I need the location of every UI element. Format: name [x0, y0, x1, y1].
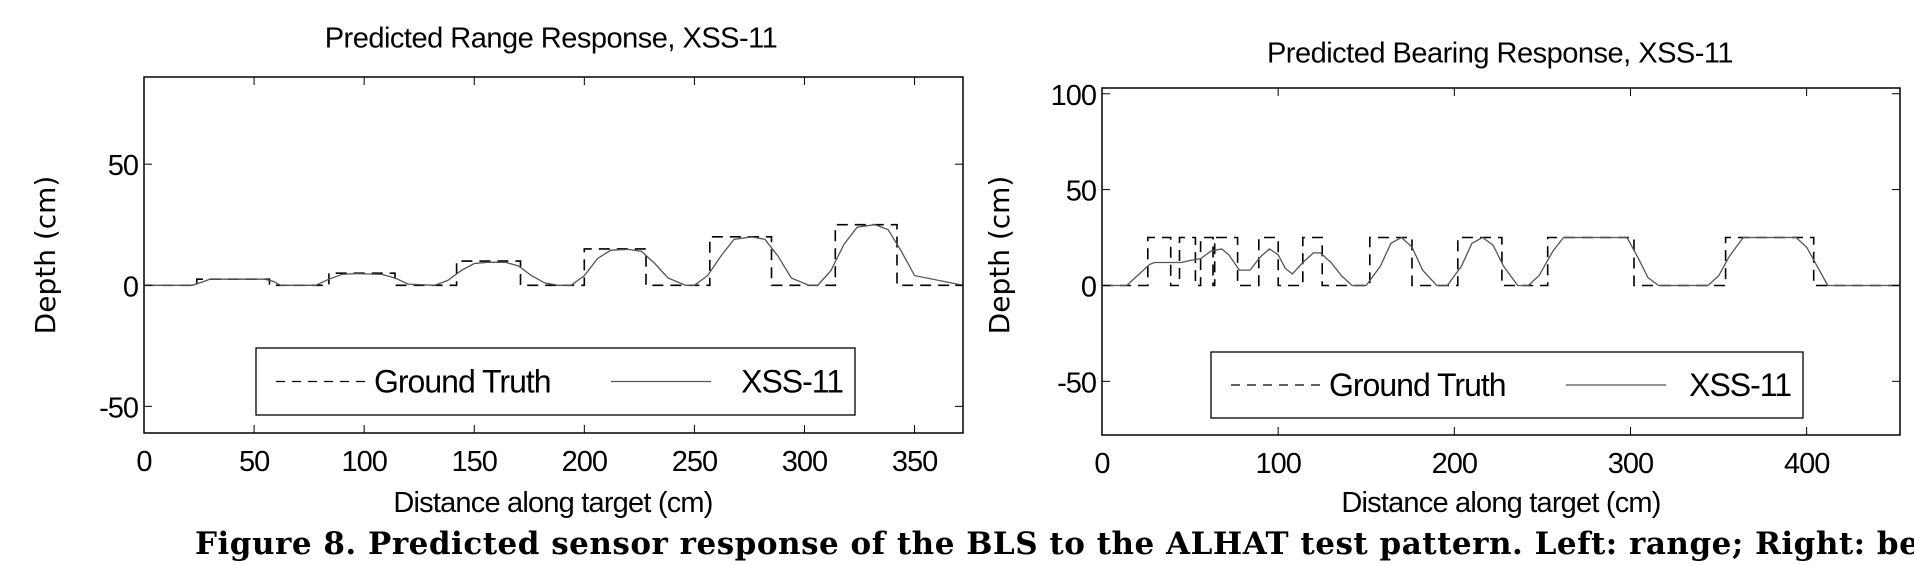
- x-tick-label: 100: [341, 446, 386, 478]
- x-tick-label: 300: [782, 446, 827, 478]
- plot-frame: [143, 76, 964, 434]
- ground-truth-line: [1102, 236, 1900, 287]
- plot-frame: [1101, 87, 1901, 436]
- y-tick-label: -50: [99, 392, 138, 424]
- y-tick-label: 0: [123, 271, 138, 303]
- x-tick-label: 0: [1094, 448, 1109, 480]
- legend-xss11-label: XSS-11: [741, 364, 843, 400]
- y-axis-label: Depth (cm): [29, 176, 62, 335]
- x-tick-label: 200: [1432, 448, 1477, 480]
- x-tick-label: 100: [1255, 448, 1300, 480]
- y-tick-label: 0: [1081, 271, 1096, 303]
- x-tick-label: 400: [1784, 448, 1829, 480]
- chart-title: Predicted Bearing Response, XSS-11: [1267, 38, 1733, 70]
- y-tick-label: 100: [1051, 80, 1096, 112]
- x-axis-label: Distance along target (cm): [1341, 487, 1660, 519]
- x-tick-label: 300: [1608, 448, 1653, 480]
- x-tick-label: 150: [452, 446, 497, 478]
- plot-series: [144, 223, 963, 287]
- x-tick-label: 350: [892, 446, 937, 478]
- x-tick-label: 50: [239, 446, 269, 478]
- legend: Ground Truth XSS-11: [255, 347, 856, 416]
- y-tick-label: -50: [1057, 367, 1096, 399]
- plot-series: [1102, 236, 1900, 287]
- legend: Ground Truth XSS-11: [1210, 351, 1804, 419]
- y-axis-label: Depth (cm): [983, 176, 1016, 335]
- x-axis-label: Distance along target (cm): [393, 487, 712, 519]
- y-tick-label: 50: [108, 150, 138, 182]
- legend-xss11-label: XSS-11: [1689, 367, 1791, 403]
- x-tick-label: 200: [562, 446, 607, 478]
- figure-caption: Figure 8. Predicted sensor response of t…: [195, 526, 1914, 562]
- legend-ground-truth-label: Ground Truth: [374, 364, 551, 400]
- chart-title: Predicted Range Response, XSS-11: [325, 23, 778, 55]
- x-tick-label: 0: [136, 446, 151, 478]
- xss11-line: [1102, 236, 1900, 287]
- xss11-line: [144, 224, 963, 286]
- x-tick-label: 250: [672, 446, 717, 478]
- legend-ground-truth-label: Ground Truth: [1329, 367, 1506, 403]
- y-tick-label: 50: [1066, 176, 1096, 208]
